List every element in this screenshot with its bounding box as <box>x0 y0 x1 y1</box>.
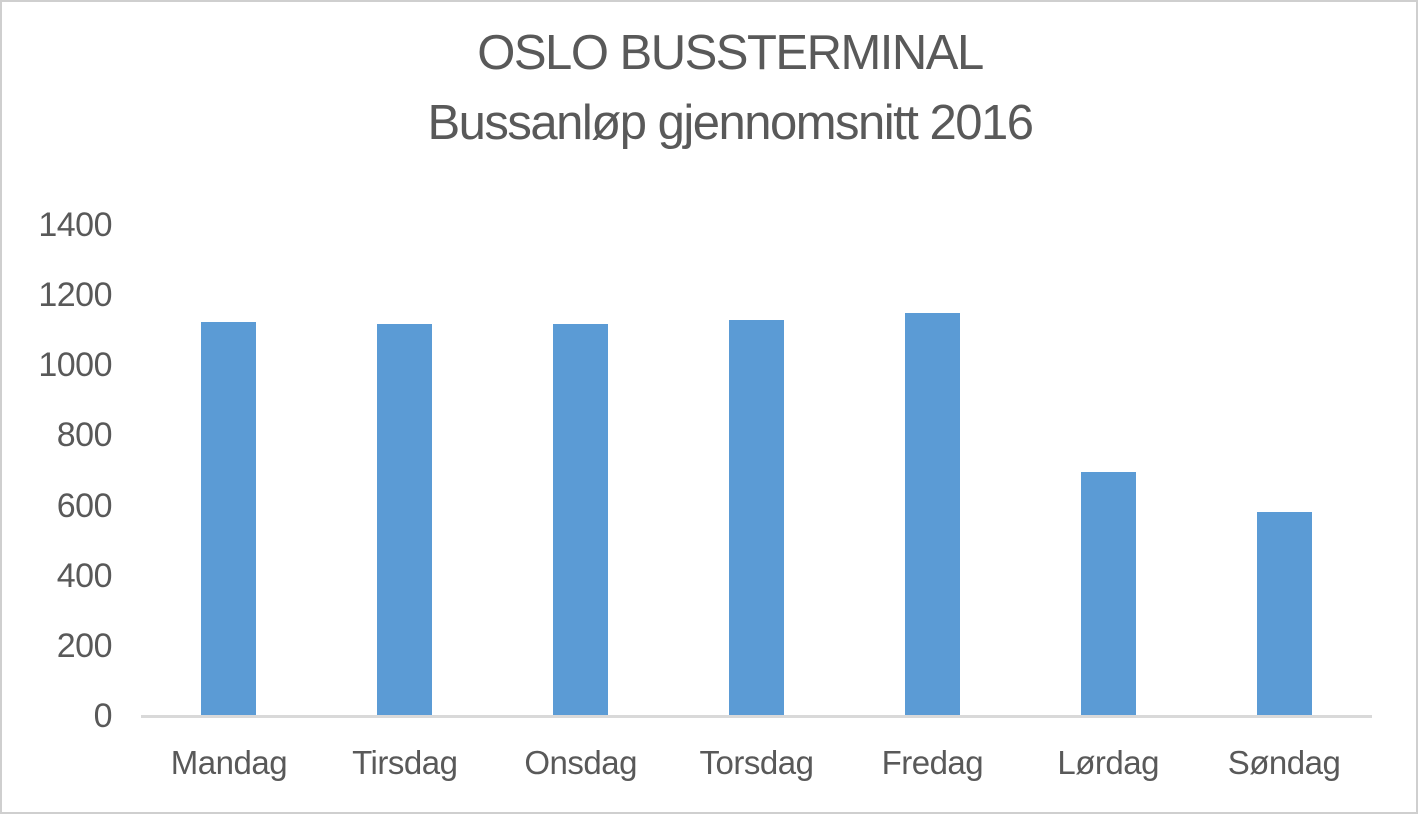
bar-onsdag <box>553 324 609 716</box>
x-label-tirsdag: Tirsdag <box>352 744 458 781</box>
y-tick-label-1000: 1000 <box>38 346 112 385</box>
chart-title-line-1: OSLO BUSSTERMINAL <box>477 26 984 80</box>
x-label-torsdag: Torsdag <box>699 744 814 781</box>
bar-søndag <box>1256 511 1312 716</box>
bar-tirsdag <box>377 324 433 716</box>
bar-fredag <box>904 312 960 716</box>
y-tick-label-800: 800 <box>56 416 113 455</box>
x-label-mandag: Mandag <box>170 744 288 781</box>
x-label-lørdag: Lørdag <box>1057 744 1159 781</box>
plot-area <box>141 225 1372 716</box>
x-label-onsdag: Onsdag <box>524 744 637 781</box>
y-tick-label-1400: 1400 <box>38 206 112 244</box>
y-tick-label-600: 600 <box>56 486 113 525</box>
chart-title: OSLO BUSSTERMINAL Bussanløp gjennomsnitt… <box>42 18 1416 158</box>
x-axis-labels: Mandag Tirsdag Onsdag Torsdag Fredag Lørdag Sø… <box>141 744 1372 794</box>
y-tick-label-0: 0 <box>93 697 113 735</box>
y-axis-labels: 0 200 400 600 800 1000 1200 1400 <box>2 208 113 733</box>
bar-torsdag <box>729 320 784 716</box>
y-tick-label-400: 400 <box>56 556 113 595</box>
chart-title-line-2: Bussanløp gjennomsnitt 2016 <box>427 96 1034 150</box>
y-tick-label-200: 200 <box>56 626 113 665</box>
x-axis-line <box>141 715 1372 718</box>
y-tick-label-1200: 1200 <box>38 276 112 315</box>
bar-lørdag <box>1080 471 1136 716</box>
bar-mandag <box>201 321 257 716</box>
x-label-fredag: Fredag <box>881 744 984 781</box>
x-label-søndag: Søndag <box>1227 744 1341 781</box>
